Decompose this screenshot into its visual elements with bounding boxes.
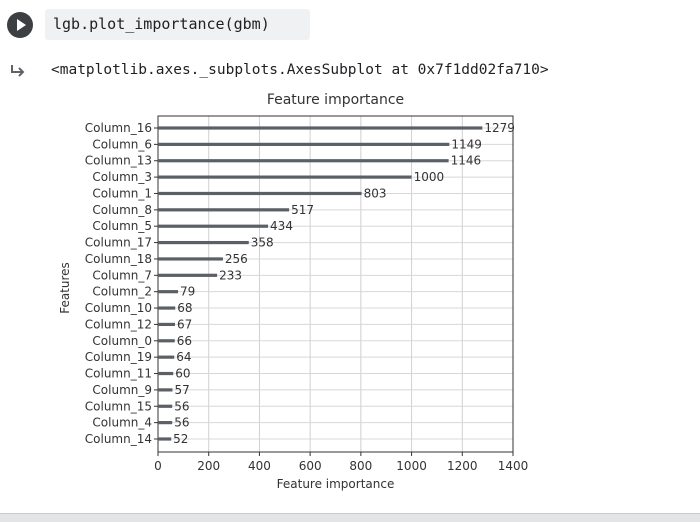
- bar-value-label: 1000: [414, 170, 445, 184]
- code-cell: lgb.plot_importance(gbm): [0, 0, 700, 52]
- bar-value-label: 1149: [451, 137, 482, 151]
- bar: [158, 191, 362, 196]
- y-tick-label: Column_7: [92, 268, 152, 282]
- bar: [158, 322, 175, 327]
- y-tick-label: Column_18: [85, 252, 152, 266]
- x-tick-label: 200: [197, 459, 220, 473]
- bar: [158, 224, 269, 228]
- x-axis-label: Feature importance: [277, 477, 395, 491]
- x-tick-label: 1200: [447, 459, 478, 473]
- output-text: <matplotlib.axes._subplots.AxesSubplot a…: [51, 62, 549, 78]
- bar: [158, 126, 483, 130]
- bar: [158, 208, 290, 212]
- y-tick-label: Column_9: [92, 383, 152, 397]
- feature-importance-chart: 1279 Column_16 1149 Column_6 1146 Column_13 10…: [0, 80, 700, 510]
- bar-value-label: 66: [177, 334, 192, 348]
- bar: [158, 437, 172, 441]
- y-tick-label: Column_13: [85, 154, 152, 168]
- y-tick-label: Column_5: [92, 219, 152, 233]
- bar: [158, 175, 412, 179]
- bar-value-label: 233: [219, 268, 242, 282]
- bar-value-label: 56: [174, 416, 189, 430]
- bar-value-label: 517: [291, 203, 314, 217]
- y-tick-label: Column_15: [85, 399, 152, 413]
- bar-value-label: 79: [180, 285, 195, 299]
- bar: [158, 240, 249, 245]
- chart-title: Feature importance: [267, 92, 404, 108]
- x-tick-label: 800: [349, 459, 372, 473]
- x-tick-label: 400: [248, 459, 271, 473]
- bar: [158, 142, 450, 146]
- y-tick-label: Column_8: [92, 203, 152, 217]
- x-tick-label: 600: [299, 459, 322, 473]
- bar: [158, 306, 176, 310]
- y-tick-label: Column_11: [85, 367, 152, 381]
- y-tick-label: Column_1: [92, 186, 152, 200]
- bar: [158, 404, 173, 408]
- y-tick-label: Column_16: [85, 121, 152, 135]
- bar: [158, 388, 173, 392]
- bar: [158, 273, 218, 277]
- run-cell-button[interactable]: [7, 12, 33, 38]
- y-tick-label: Column_17: [85, 236, 152, 250]
- bar: [158, 257, 223, 261]
- bar: [158, 290, 179, 294]
- y-tick-label: Column_6: [92, 137, 152, 151]
- footer-divider: [0, 513, 700, 522]
- bar: [158, 159, 449, 163]
- y-tick-label: Column_14: [85, 432, 152, 446]
- bar-value-label: 1146: [451, 154, 482, 168]
- y-tick-label: Column_19: [85, 350, 152, 364]
- y-tick-label: Column_3: [92, 170, 152, 184]
- y-tick-label: Column_10: [85, 301, 152, 315]
- bar: [158, 355, 175, 359]
- y-axis-label: Features: [58, 262, 72, 314]
- bar: [158, 371, 174, 376]
- bar-value-label: 64: [176, 350, 191, 364]
- bar-value-label: 67: [177, 317, 192, 331]
- bar-value-label: 256: [225, 252, 248, 266]
- bar-value-label: 68: [177, 301, 192, 315]
- bar-value-label: 803: [364, 186, 387, 200]
- x-tick-label: 0: [154, 459, 162, 473]
- output-redirect-icon: [11, 65, 25, 77]
- y-tick-label: Column_0: [92, 334, 152, 348]
- bar-value-label: 56: [174, 399, 189, 413]
- plot-frame: [157, 115, 514, 453]
- bar-value-label: 57: [174, 383, 189, 397]
- bar-value-label: 1279: [484, 121, 515, 135]
- y-tick-label: Column_12: [85, 317, 152, 331]
- x-tick-label: 1400: [498, 459, 529, 473]
- bar: [158, 421, 173, 425]
- code-text: lgb.plot_importance(gbm): [53, 15, 270, 33]
- code-editor[interactable]: lgb.plot_importance(gbm): [45, 9, 310, 40]
- bar-value-label: 52: [173, 432, 188, 446]
- play-icon: [17, 19, 26, 31]
- bar-value-label: 434: [270, 219, 293, 233]
- x-tick-label: 1000: [396, 459, 427, 473]
- chart-svg: 1279 Column_16 1149 Column_6 1146 Column_13 10…: [58, 92, 529, 491]
- bar: [158, 339, 175, 343]
- y-tick-label: Column_2: [92, 285, 152, 299]
- bar-value-label: 358: [251, 236, 274, 250]
- bar-value-label: 60: [175, 367, 190, 381]
- y-tick-label: Column_4: [92, 416, 152, 430]
